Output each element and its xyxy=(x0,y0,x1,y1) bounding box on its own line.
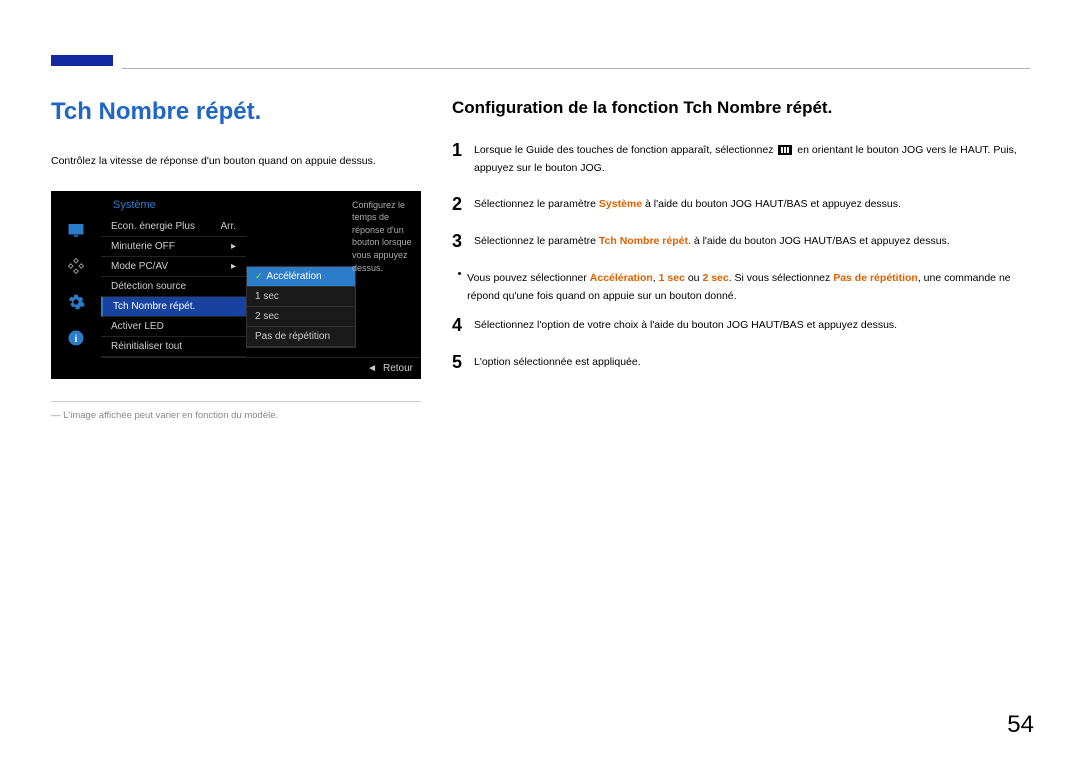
osd-menu-item: Econ. énergie PlusArr. xyxy=(101,217,246,237)
osd-back-label: Retour xyxy=(383,363,413,374)
osd-menu-item: Réinitialiser tout xyxy=(101,337,246,357)
step-body: L'option sélectionnée est appliquée. xyxy=(474,352,641,373)
bullet-dot: • xyxy=(452,268,467,306)
osd-submenu-item: 1 sec xyxy=(247,287,355,307)
step-number: 2 xyxy=(452,194,474,215)
header-rule xyxy=(122,68,1030,69)
osd-submenu-item: Pas de répétition xyxy=(247,327,355,347)
step-4: 4 Sélectionnez l'option de votre choix à… xyxy=(452,315,1030,336)
feature-title: Tch Nombre répét. xyxy=(51,98,421,126)
svg-text:i: i xyxy=(75,332,78,344)
step-5: 5 L'option sélectionnée est appliquée. xyxy=(452,352,1030,373)
step-number: 3 xyxy=(452,231,474,252)
osd-footer: ◄ Retour xyxy=(101,357,421,379)
step-body: Sélectionnez l'option de votre choix à l… xyxy=(474,315,897,336)
bullet-body: Vous pouvez sélectionner Accélération, 1… xyxy=(467,268,1030,306)
config-title: Configuration de la fonction Tch Nombre … xyxy=(452,98,1030,118)
osd-menu-item: Détection source xyxy=(101,277,246,297)
menu-icon xyxy=(778,145,792,155)
osd-submenu-item-selected: Accélération xyxy=(247,267,355,287)
osd-menu-item: Minuterie OFF▸ xyxy=(101,237,246,257)
osd-menu-item-selected: Tch Nombre répét. xyxy=(101,297,246,317)
back-arrow-icon: ◄ xyxy=(367,363,377,374)
osd-menu-item: Activer LED xyxy=(101,317,246,337)
step-number: 5 xyxy=(452,352,474,373)
step-3: 3 Sélectionnez le paramètre Tch Nombre r… xyxy=(452,231,1030,252)
osd-help-text: Configurez le temps de réponse d'un bout… xyxy=(346,191,421,283)
gear-icon xyxy=(65,291,87,313)
osd-submenu: Accélération 1 sec 2 sec Pas de répétiti… xyxy=(246,266,356,348)
step-2: 2 Sélectionnez le paramètre Système à l'… xyxy=(452,194,1030,215)
separator-rule xyxy=(51,401,421,402)
osd-sidebar: i xyxy=(51,191,101,357)
step-number: 4 xyxy=(452,315,474,336)
footnote: L'image affichée peut varier en fonction… xyxy=(51,410,421,421)
header-accent-bar xyxy=(51,55,113,66)
step-1: 1 Lorsque le Guide des touches de foncti… xyxy=(452,140,1030,178)
step-number: 1 xyxy=(452,140,474,178)
feature-desc: Contrôlez la vitesse de réponse d'un bou… xyxy=(51,154,421,169)
osd-screenshot: i Système Econ. énergie PlusArr. Minuter… xyxy=(51,191,421,379)
osd-submenu-item: 2 sec xyxy=(247,307,355,327)
left-column: Tch Nombre répét. Contrôlez la vitesse d… xyxy=(51,98,421,421)
osd-menu-list: Econ. énergie PlusArr. Minuterie OFF▸ Mo… xyxy=(101,217,246,357)
step-body: Sélectionnez le paramètre Tch Nombre rép… xyxy=(474,231,950,252)
osd-menu-item: Mode PC/AV▸ xyxy=(101,257,246,277)
page-number: 54 xyxy=(1007,711,1034,739)
step-body: Lorsque le Guide des touches de fonction… xyxy=(474,140,1030,178)
adjust-icon xyxy=(65,255,87,277)
display-icon xyxy=(65,219,87,241)
step-body: Sélectionnez le paramètre Système à l'ai… xyxy=(474,194,901,215)
info-icon: i xyxy=(65,327,87,349)
bullet-note: • Vous pouvez sélectionner Accélération,… xyxy=(452,268,1030,306)
right-column: Configuration de la fonction Tch Nombre … xyxy=(452,98,1030,389)
